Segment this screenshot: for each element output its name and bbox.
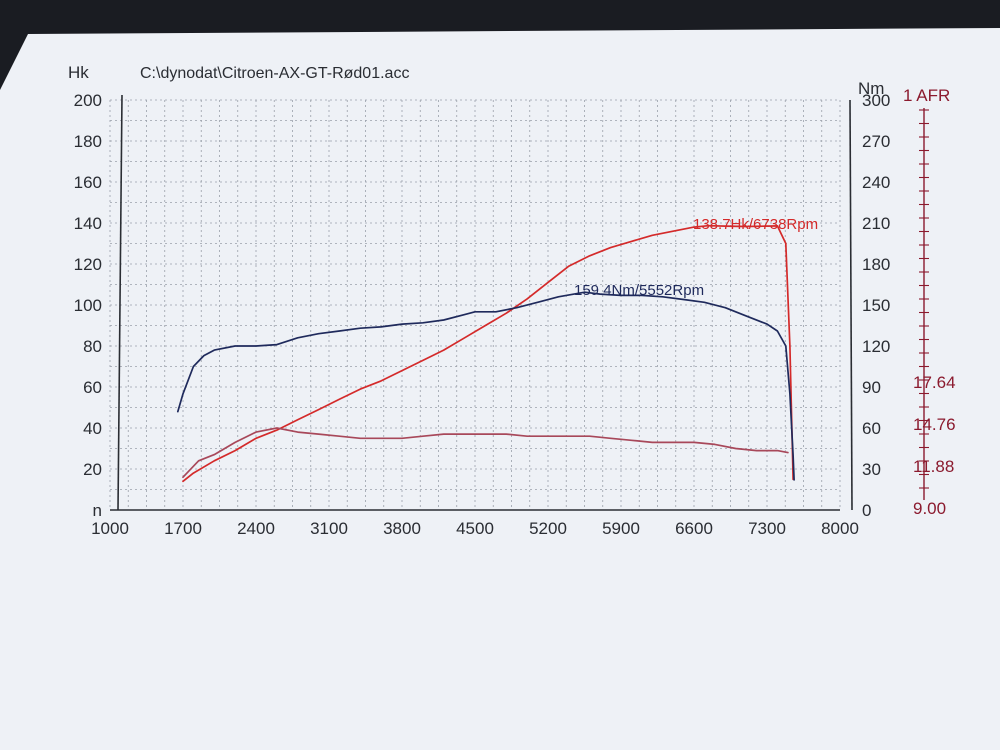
y-right-tick-label: 120 <box>862 337 890 356</box>
x-tick-label: 2400 <box>237 519 275 538</box>
y-left-axis-label: Hk <box>68 63 89 82</box>
y-right-tick-label: 0 <box>862 501 871 520</box>
y-left-tick-label: 200 <box>74 91 102 110</box>
x-tick-label: 1700 <box>164 519 202 538</box>
y-right-tick-label: 60 <box>862 419 881 438</box>
x-tick-label: 4500 <box>456 519 494 538</box>
y-right-tick-label: 300 <box>862 91 890 110</box>
y-right-tick-label: 30 <box>862 460 881 479</box>
y-left-tick-label: 60 <box>83 378 102 397</box>
chart-series <box>176 224 795 483</box>
y-left-tick-label: 120 <box>74 255 102 274</box>
y-afr-axis-label: 1 AFR <box>903 86 950 105</box>
y-right-tick-label: 240 <box>862 173 890 192</box>
y-right-tick-label: 270 <box>862 132 890 151</box>
y-left-tick-label: 40 <box>83 419 102 438</box>
chart-axes <box>110 94 929 511</box>
peak-power-annotation: 138.7Hk/6738Rpm <box>693 216 818 233</box>
x-tick-label: 5200 <box>529 519 567 538</box>
x-tick-label: 6600 <box>675 519 713 538</box>
paper-sheet <box>0 28 1000 750</box>
y-left-tick-label: 100 <box>74 296 102 315</box>
afr-tick-label: 9.00 <box>913 499 946 518</box>
series-line-nm <box>176 291 795 481</box>
y-left-tick-label: 160 <box>74 173 102 192</box>
afr-tick-label: 14.76 <box>913 415 956 434</box>
y-right-tick-label: 180 <box>862 255 890 274</box>
y-left-tick-label: 140 <box>74 214 102 233</box>
x-tick-label: 1000 <box>91 519 129 538</box>
y-left-tick-label: 20 <box>83 460 102 479</box>
x-tick-label: 7300 <box>748 519 786 538</box>
x-tick-label: 3100 <box>310 519 348 538</box>
x-tick-label: 5900 <box>602 519 640 538</box>
chart-labels: 1000 1700 2400 3100 3800 4500 5200 5900 6600 7300… <box>74 91 956 538</box>
x-tick-label: 3800 <box>383 519 421 538</box>
afr-tick-label: 11.88 <box>913 457 954 476</box>
y-left-tick-label: n <box>93 501 102 520</box>
y-right-axis-line <box>849 99 853 511</box>
y-left-tick-label: 180 <box>74 132 102 151</box>
afr-tick-label: 17.64 <box>913 373 956 392</box>
y-left-axis-line <box>117 94 123 511</box>
x-tick-label: 8000 <box>821 519 859 538</box>
y-right-tick-label: 90 <box>862 378 881 397</box>
y-left-tick-label: 80 <box>83 337 102 356</box>
series-line-afr <box>182 427 789 479</box>
y-right-tick-label: 150 <box>862 296 890 315</box>
chart-title: C:\dynodat\Citroen-AX-GT-Rød01.acc <box>140 65 409 82</box>
series-line-hk <box>182 224 794 483</box>
y-right-axis-label: Nm <box>858 79 884 98</box>
peak-torque-annotation: 159.4Nm/5552Rpm <box>574 282 704 299</box>
y-right-tick-label: 210 <box>862 214 890 233</box>
